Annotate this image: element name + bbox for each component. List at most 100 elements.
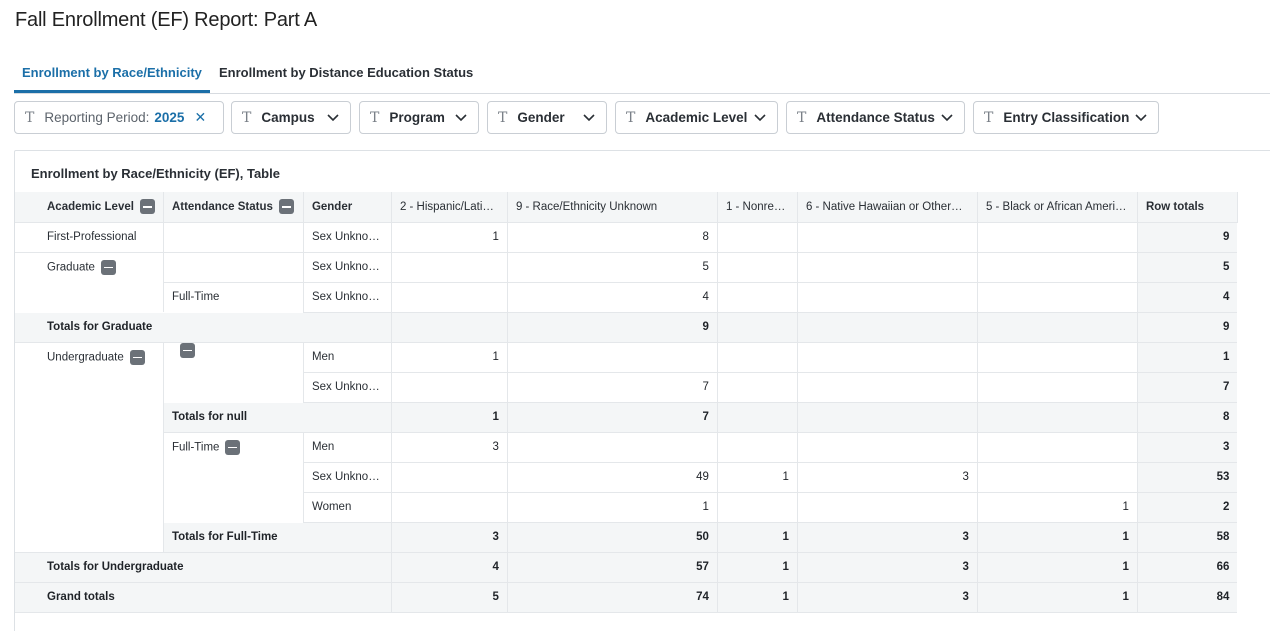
- cell-value: [506, 432, 718, 463]
- cell-attendance-status: Full-Time: [162, 432, 304, 522]
- collapse-minus-icon[interactable]: [278, 199, 294, 215]
- collapse-minus-icon[interactable]: [225, 439, 241, 455]
- cell-value: 1: [716, 522, 798, 553]
- cell-value: 3: [390, 522, 508, 553]
- filter-reporting-period[interactable]: T Reporting Period: 2025 ✕: [14, 101, 224, 134]
- filter-program[interactable]: T Program: [359, 101, 479, 134]
- total-row: Totals for Undergraduate 4 57 1 3 1 66: [15, 552, 1238, 583]
- cell-value: 1: [390, 342, 508, 373]
- cell-value: 1: [976, 582, 1138, 613]
- cell-row-total: 53: [1136, 462, 1238, 493]
- cell-value: 5: [390, 582, 508, 613]
- cell-gender: Sex Unkno…: [302, 372, 392, 403]
- cell-value: 1: [390, 222, 508, 253]
- tab-enrollment-by-race[interactable]: Enrollment by Race/Ethnicity: [14, 56, 210, 93]
- cell-gender: Sex Unkno…: [302, 222, 392, 253]
- cell-value: 3: [796, 462, 978, 493]
- cell-value: [390, 492, 508, 523]
- chevron-down-icon: [326, 111, 340, 125]
- cell-value: 57: [506, 552, 718, 583]
- cell-value: [716, 252, 798, 283]
- cell-value: [976, 222, 1138, 253]
- cell-value: [506, 342, 718, 373]
- cell-value: 49: [506, 462, 718, 493]
- cell-value: [716, 222, 798, 253]
- table-row: Graduate Sex Unkno… 5 5: [15, 252, 1238, 283]
- cell-value: [976, 372, 1138, 403]
- level-label: Undergraduate: [47, 351, 124, 364]
- chevron-down-icon: [454, 111, 468, 125]
- cell-row-total: 1: [1136, 342, 1238, 373]
- filter-entry-classification[interactable]: T Entry Classification: [973, 101, 1159, 134]
- filter-label: Program: [389, 110, 445, 125]
- collapse-minus-icon[interactable]: [139, 199, 155, 215]
- cell-value: 1: [716, 582, 798, 613]
- table-row: Women 1 1 2: [15, 492, 1238, 523]
- header-measure[interactable]: 5 - Black or African Ameri…: [977, 192, 1138, 223]
- collapse-minus-icon[interactable]: [100, 259, 116, 275]
- text-type-icon: T: [498, 109, 508, 126]
- cell-value: 1: [716, 552, 798, 583]
- filter-academic-level[interactable]: T Academic Level: [615, 101, 778, 134]
- cell-value: 1: [390, 402, 508, 433]
- cell-value: [796, 342, 978, 373]
- collapse-minus-icon[interactable]: [129, 349, 145, 365]
- subtotal-row: Totals for Full-Time 3 50 1 3 1 58: [15, 522, 1238, 553]
- cell-row-total: 5: [1136, 252, 1238, 283]
- cell-row-total: 3: [1136, 432, 1238, 463]
- report-tabs: Enrollment by Race/Ethnicity Enrollment …: [14, 56, 1270, 94]
- filter-label: Gender: [517, 110, 565, 125]
- close-icon[interactable]: ✕: [194, 109, 207, 125]
- table-row: Full-Time Sex Unkno… 4 4: [15, 281, 1238, 313]
- cell-row-total: 66: [1136, 552, 1238, 583]
- cell-gender: Men: [302, 342, 392, 373]
- grand-total-label: Grand totals: [15, 582, 392, 613]
- header-row-totals: Row totals: [1137, 192, 1238, 223]
- table-panel: Enrollment by Race/Ethnicity (EF), Table…: [14, 150, 1270, 631]
- cell-value: [976, 462, 1138, 493]
- header-measure[interactable]: 1 - Nonre…: [717, 192, 798, 223]
- header-label: Attendance Status: [171, 200, 273, 213]
- cell-value: 3: [390, 432, 508, 463]
- cell-value: [796, 402, 978, 433]
- cell-value: [390, 462, 508, 493]
- table-row: Undergraduate Men 1 1: [15, 342, 1238, 553]
- pivot-table: Academic Level Attendance Status Gender …: [15, 192, 1238, 613]
- filter-campus[interactable]: T Campus: [231, 101, 351, 134]
- chevron-down-icon: [753, 111, 767, 125]
- cell-value: [796, 492, 978, 523]
- filter-label: Campus: [261, 110, 315, 125]
- collapse-minus-icon[interactable]: [179, 342, 195, 358]
- tab-enrollment-by-distance-education[interactable]: Enrollment by Distance Education Status: [219, 65, 474, 80]
- subtotal-label: Totals for Graduate: [15, 312, 392, 343]
- cell-value: [716, 372, 798, 403]
- cell-attendance-status: [162, 342, 304, 402]
- cell-gender: Women: [302, 492, 392, 523]
- cell-value: 5: [506, 252, 718, 283]
- subtotal-label: Totals for null: [162, 402, 392, 433]
- cell-value: 74: [506, 582, 718, 613]
- header-measure[interactable]: 2 - Hispanic/Lati…: [391, 192, 508, 223]
- level-label: Graduate: [47, 261, 95, 274]
- filter-value: 2025: [154, 110, 185, 125]
- cell-value: 3: [796, 552, 978, 583]
- subtotal-row: Totals for Graduate 9 9: [15, 312, 1238, 343]
- header-measure[interactable]: 9 - Race/Ethnicity Unknown: [507, 192, 718, 223]
- text-type-icon: T: [797, 109, 807, 126]
- total-label: Totals for Undergraduate: [15, 552, 392, 583]
- text-type-icon: T: [626, 109, 636, 126]
- cell-value: [390, 252, 508, 283]
- filter-attendance-status[interactable]: T Attendance Status: [786, 101, 965, 134]
- filter-gender[interactable]: T Gender: [487, 101, 607, 134]
- table-row: Sex Unkno… 7 7: [15, 372, 1238, 403]
- cell-value: 4: [390, 552, 508, 583]
- cell-gender: Sex Unkno…: [302, 462, 392, 493]
- header-attendance-status: Attendance Status: [163, 192, 304, 223]
- cell-value: 9: [506, 312, 718, 343]
- cell-row-total: 58: [1136, 522, 1238, 553]
- cell-value: 3: [796, 582, 978, 613]
- cell-value: 7: [506, 402, 718, 433]
- cell-gender: Sex Unkno…: [302, 282, 392, 313]
- chevron-down-icon: [582, 111, 596, 125]
- header-measure[interactable]: 6 - Native Hawaiian or Other…: [797, 192, 978, 223]
